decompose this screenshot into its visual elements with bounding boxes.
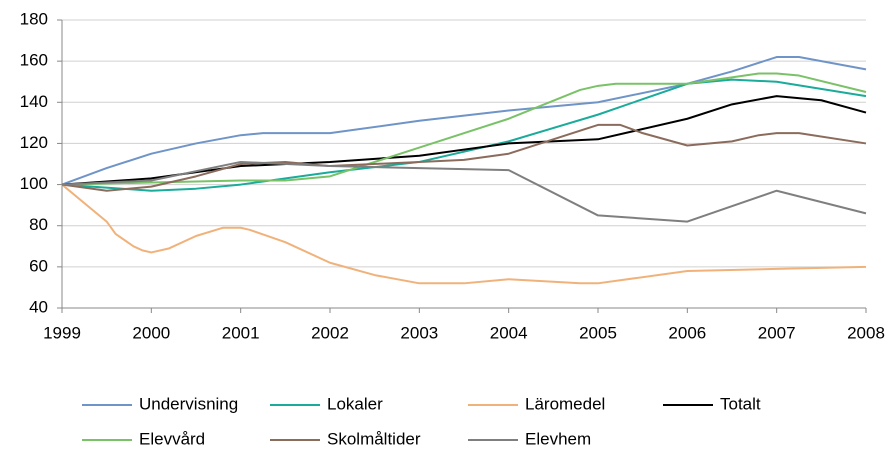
y-tick-label: 80: [29, 215, 48, 234]
x-tick-label: 2003: [400, 323, 438, 342]
y-tick-label: 140: [20, 92, 48, 111]
x-tick-label: 2004: [490, 323, 528, 342]
series-line: [61, 95, 867, 186]
legend-label: Lokaler: [327, 394, 383, 413]
series-line: [61, 123, 867, 192]
x-tick-label: 2001: [222, 323, 260, 342]
x-tick-label: 2002: [311, 323, 349, 342]
y-tick-label: 180: [20, 9, 48, 28]
y-tick-label: 120: [20, 133, 48, 152]
legend-label: Elevhem: [525, 429, 591, 448]
series-line: [61, 183, 867, 285]
y-tick-label: 160: [20, 51, 48, 70]
series-line: [61, 56, 867, 186]
x-tick-label: 1999: [43, 323, 81, 342]
x-tick-label: 2000: [132, 323, 170, 342]
y-tick-label: 40: [29, 297, 48, 316]
x-tick-label: 2007: [758, 323, 796, 342]
series-line: [61, 78, 867, 192]
x-tick-label: 2005: [579, 323, 617, 342]
legend-label: Undervisning: [139, 394, 238, 413]
legend-label: Elevvård: [139, 429, 205, 448]
series-line: [61, 72, 867, 186]
legend-label: Skolmåltider: [327, 429, 421, 448]
series-line: [61, 160, 867, 223]
legend-label: Totalt: [720, 394, 761, 413]
y-tick-label: 60: [29, 256, 48, 275]
x-tick-label: 2006: [668, 323, 706, 342]
x-tick-label: 2008: [847, 323, 885, 342]
legend-label: Läromedel: [525, 394, 605, 413]
y-tick-label: 100: [20, 174, 48, 193]
